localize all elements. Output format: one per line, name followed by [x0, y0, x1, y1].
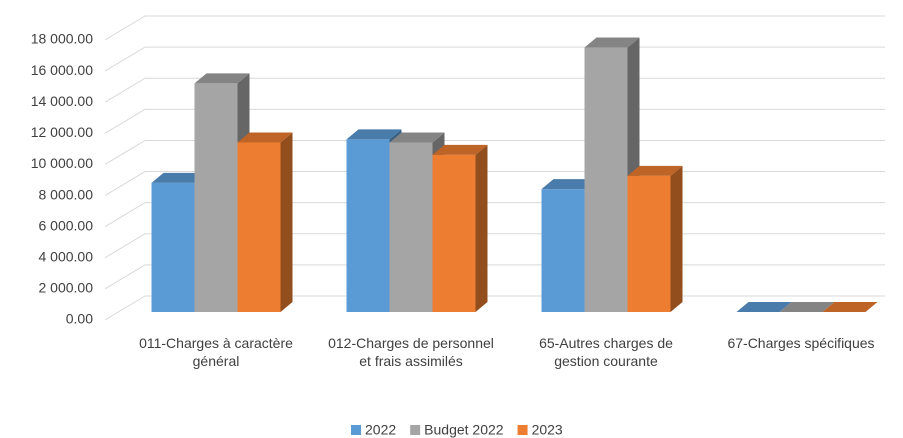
legend-label: 2023	[532, 422, 563, 438]
bar	[151, 182, 195, 312]
bar	[237, 142, 281, 312]
y-tick-label: 6 000.00	[39, 217, 94, 233]
bar-top	[736, 302, 792, 312]
bar	[194, 83, 238, 312]
bar-top	[389, 132, 445, 143]
x-tick-label: 67-Charges spécifiques	[727, 335, 875, 351]
bar-3d	[822, 302, 878, 312]
legend-label: Budget 2022	[424, 422, 504, 438]
legend-label: 2022	[365, 422, 396, 438]
y-tick-label: 2 000.00	[39, 280, 94, 296]
bar	[346, 139, 390, 312]
y-tick-label: 10 000.00	[31, 155, 93, 171]
legend-swatch	[351, 425, 361, 435]
bar-top	[151, 172, 207, 183]
bar-3d	[627, 165, 683, 312]
bar	[584, 47, 628, 313]
bar-side	[280, 132, 293, 312]
bar-3d	[736, 302, 792, 312]
bar-top	[194, 73, 250, 84]
bar-3d	[237, 132, 293, 312]
y-tick-label: 16 000.00	[31, 62, 93, 78]
bar-3d	[779, 302, 835, 312]
x-tick-label: 012-Charges de personnel et frais assimi…	[328, 335, 494, 369]
bar-top	[627, 165, 683, 176]
legend-swatch	[517, 425, 528, 435]
y-tick-label: 14 000.00	[31, 93, 93, 109]
bar-3d	[432, 144, 488, 312]
bar-top	[822, 302, 878, 312]
bar	[389, 142, 433, 312]
bar-top	[541, 179, 597, 190]
bar	[541, 189, 585, 312]
grid-line	[104, 15, 885, 41]
x-tick-label: 65-Autres charges de gestion courante	[539, 335, 673, 369]
bar-top	[432, 144, 488, 155]
bar-top	[779, 302, 835, 312]
bar-top	[237, 132, 293, 143]
legend-swatch	[410, 425, 421, 435]
bar	[627, 175, 671, 312]
y-tick-label: 8 000.00	[39, 186, 94, 202]
bar-side	[475, 144, 488, 312]
y-tick-label: 4 000.00	[39, 248, 94, 264]
y-tick-label: 18 000.00	[31, 31, 93, 47]
y-tick-label: 0.00	[66, 311, 93, 327]
bar-top	[346, 129, 402, 140]
bar-top	[584, 37, 640, 48]
bar-side	[670, 165, 683, 312]
grid-line	[104, 46, 885, 72]
x-tick-label: 011-Charges à caractère général	[139, 335, 293, 369]
y-tick-label: 12 000.00	[31, 124, 93, 140]
bar	[432, 154, 476, 312]
